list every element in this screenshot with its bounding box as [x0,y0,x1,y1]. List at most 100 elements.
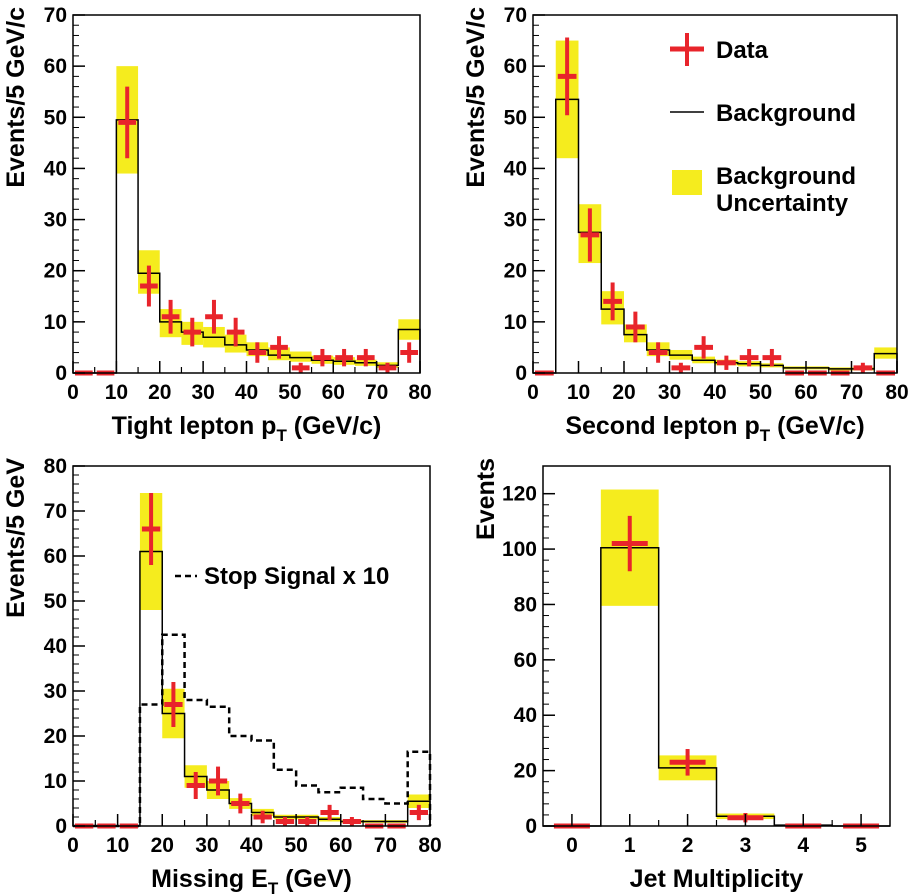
y-tick-label: 20 [44,725,67,748]
x-tick-label: 40 [703,381,726,404]
legend-signal-label: Stop Signal x 10 [204,563,389,590]
x-tick-label: 20 [151,834,174,857]
uncertainty-band [289,351,312,362]
data-point [335,348,353,367]
x-tick-label: 3 [740,834,752,857]
data-point [717,355,736,370]
data-point [603,282,622,321]
data-point [298,817,317,826]
panel-jet-multiplicity: 0 1 2 3 4 5 0 20 40 60 80 100 120 Jet Multiplicity Eve… [472,458,891,893]
data-point [356,348,375,367]
legend: Data Background Background Uncertainty [670,33,856,217]
legend-background-label: Background [716,100,856,127]
y-tick-label: 70 [44,500,67,523]
x-axis-label-unit: (GeV/c) [770,412,864,440]
y-tick-label: 0 [515,362,527,385]
x-tick-label: 30 [658,381,681,404]
data-point [208,766,228,796]
y-axis-label: Events [472,458,500,540]
data-point [580,208,600,262]
data-point [291,362,310,373]
x-axis-label: Second lepton pT (GeV/c) [565,412,864,445]
x-axis-label-sub: T [760,426,771,445]
x-tick-label: 20 [148,381,171,404]
data-point [248,342,267,363]
data-point [671,362,691,373]
data-point [231,793,250,814]
x-tick-label: 10 [567,381,590,404]
y-tick-label: 70 [44,4,67,27]
x-tick-label: 70 [840,381,863,404]
data-point [762,348,782,367]
data-point [342,817,362,826]
y-tick-label: 30 [44,209,67,232]
x-tick-label: 1 [624,834,636,857]
y-tick-label: 120 [502,483,537,506]
y-tick-label: 40 [44,635,67,658]
x-tick-label: 80 [408,381,431,404]
data-point [183,317,202,347]
y-tick-label: 20 [514,760,537,783]
data-point [186,772,205,799]
y-tick-label: 60 [514,649,537,672]
y-tick-label: 20 [44,260,67,283]
panel-tight-lepton-pt: 0 10 20 30 40 50 60 70 80 0 10 20 30 40 50 60 70 Tight le… [2,4,432,445]
y-tick-label: 50 [44,106,67,129]
x-axis-label-sub: T [276,426,287,445]
x-tick-label: 4 [797,834,809,857]
y-tick-label: 50 [504,106,527,129]
background-histogram [73,550,431,827]
legend-data-label: Data [716,37,769,64]
data-point [853,362,873,373]
data-point [648,342,668,363]
x-tick-label: 40 [235,381,258,404]
x-tick-label: 10 [106,834,129,857]
x-tick-label: 50 [284,834,307,857]
data-point [118,86,137,159]
x-tick-label: 10 [105,381,128,404]
y-tick-label: 60 [504,55,527,78]
data-point [313,348,332,367]
x-axis-label-unit: (GeV) [278,865,352,893]
y-tick-label: 40 [504,157,527,180]
data-point [400,342,418,363]
data-point [164,682,183,727]
x-tick-label: 70 [374,834,397,857]
y-tick-label: 40 [514,704,537,727]
y-tick-label: 50 [44,590,67,613]
x-tick-label: 0 [566,834,578,857]
y-tick-label: 10 [44,311,67,334]
panel-missing-et: 0 10 20 30 40 50 60 70 80 0 10 20 30 40 50 60 70 80 Missin… [2,455,442,894]
y-tick-label: 0 [55,815,67,838]
data-point [378,362,397,373]
x-tick-label: 2 [682,834,694,857]
x-axis-label-main: Jet Multiplicity [630,865,804,893]
data-point [557,37,577,116]
y-tick-label: 0 [525,815,537,838]
y-axis-label: Events/5 GeV/c [2,7,30,188]
x-tick-label: 80 [418,834,441,857]
x-tick-label: 20 [612,381,635,404]
data-point [409,804,428,821]
x-tick-label: 30 [195,834,218,857]
y-axis-label: Events/5 GeV/c [462,7,490,188]
background-histogram [543,546,890,827]
x-axis-label: Missing ET (GeV) [151,865,352,894]
y-tick-label: 30 [504,209,527,232]
y-tick-label: 10 [504,311,527,334]
y-tick-label: 80 [514,593,537,616]
data-point [626,311,645,343]
x-tick-label: 60 [322,381,345,404]
x-axis-label-sub: T [268,879,279,894]
panel-second-lepton-pt: 0 10 20 30 40 50 60 70 80 0 10 20 30 40 50 60 70 Second l… [462,4,909,445]
x-tick-label: 5 [855,834,867,857]
y-tick-label: 20 [504,260,527,283]
plot-frame [72,465,431,827]
data-point [270,336,288,359]
y-tick-label: 60 [44,55,67,78]
data-point [611,515,648,572]
y-tick-label: 60 [44,545,67,568]
x-tick-label: 60 [329,834,352,857]
x-tick-label: 40 [240,834,263,857]
